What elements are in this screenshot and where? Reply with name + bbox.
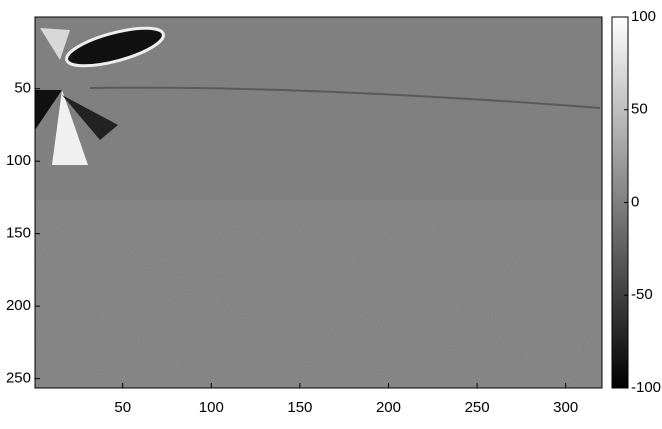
image-texture	[35, 200, 602, 388]
x-tick-label: 200	[376, 399, 401, 416]
y-tick-label: 50	[14, 80, 31, 97]
x-tick-label: 300	[553, 399, 578, 416]
colorbar-tick-label: 0	[631, 193, 639, 210]
image-area	[35, 17, 602, 388]
x-tick-label: 100	[199, 399, 224, 416]
y-tick-label: 200	[6, 297, 31, 314]
colorbar-tick-label: 50	[631, 101, 648, 118]
x-tick-label: 150	[287, 399, 312, 416]
colorbar-tick-label: -50	[631, 286, 653, 303]
colorbar-tick-label: 100	[631, 8, 656, 25]
y-tick-label: 250	[6, 370, 31, 387]
colorbar-tick-label: -100	[631, 379, 661, 396]
x-tick-label: 250	[465, 399, 490, 416]
y-tick-label: 100	[6, 152, 31, 169]
y-tick-label: 150	[6, 225, 31, 242]
x-tick-label: 50	[114, 399, 131, 416]
figure: 50 100 150 200 250 300 50 100 150 200 250 100 50 0 -50…	[0, 0, 662, 424]
